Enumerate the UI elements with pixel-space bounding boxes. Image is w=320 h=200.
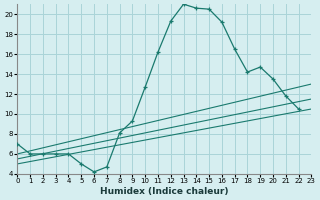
X-axis label: Humidex (Indice chaleur): Humidex (Indice chaleur)	[100, 187, 228, 196]
